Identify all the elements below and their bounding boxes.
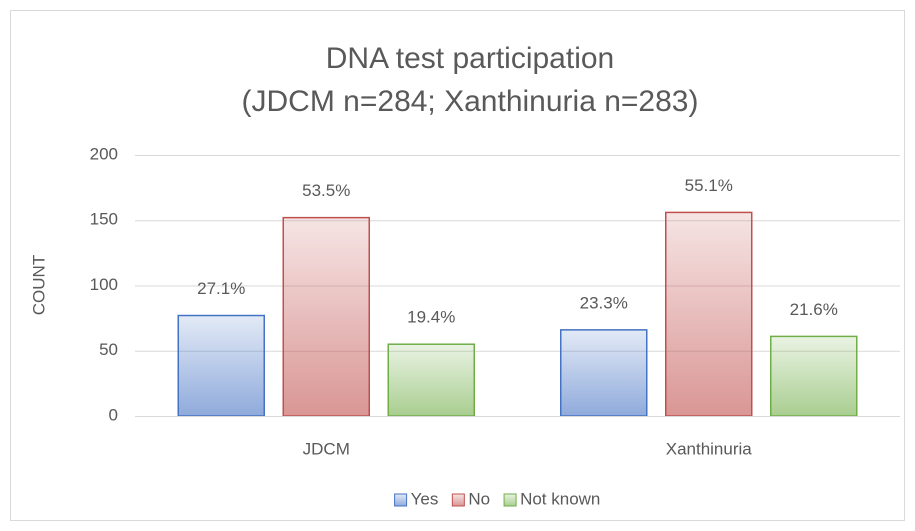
legend-label: No (468, 489, 490, 508)
x-tick-label: Xanthinuria (666, 439, 753, 458)
y-tick-label: 50 (99, 340, 118, 359)
bar (665, 211, 753, 417)
legend-label: Not known (520, 489, 600, 508)
legend-swatch (394, 493, 408, 507)
legend-swatch (451, 493, 465, 507)
x-tick-label: JDCM (303, 439, 350, 458)
y-tick-label: 100 (90, 275, 118, 294)
y-tick-label: 200 (90, 144, 118, 163)
chart-subtitle: (JDCM n=284; Xanthinuria n=283) (242, 85, 699, 118)
legend-swatch (503, 493, 517, 507)
bar (560, 329, 648, 417)
chart-title: DNA test participation (326, 42, 614, 75)
value-label: 55.1% (685, 176, 733, 195)
y-tick-label: 0 (109, 405, 118, 424)
y-axis-label: COUNT (29, 255, 48, 315)
value-label: 53.5% (302, 181, 350, 200)
bar (282, 216, 370, 417)
value-label: 21.6% (790, 300, 838, 319)
value-label: 27.1% (197, 279, 245, 298)
legend-label: Yes (411, 489, 439, 508)
bar (387, 343, 475, 417)
bar (177, 314, 265, 417)
legend: Yes No Not known (394, 489, 600, 508)
value-label: 23.3% (580, 293, 628, 312)
bar (770, 335, 858, 417)
y-tick-label: 150 (90, 210, 118, 229)
value-label: 19.4% (407, 308, 455, 327)
chart-frame (10, 10, 905, 521)
